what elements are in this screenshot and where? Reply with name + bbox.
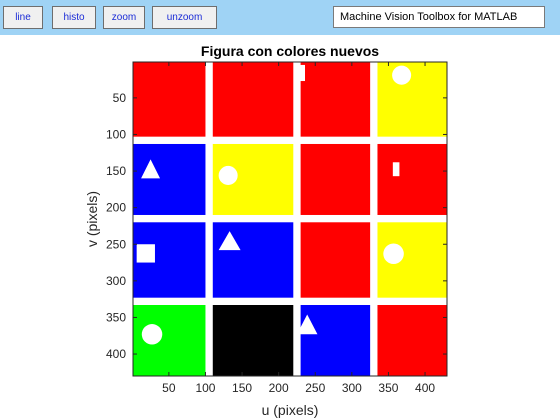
white-circle-8 <box>383 243 404 265</box>
toolbox-title-field: Machine Vision Toolbox for MATLAB <box>333 6 545 28</box>
white-triangle-7 <box>218 231 241 251</box>
x-tick-label: 100 <box>195 381 215 395</box>
x-tick-label: 400 <box>415 381 435 395</box>
y-tick-label: 400 <box>106 347 126 361</box>
image-cell-2 <box>212 62 294 137</box>
y-tick-label: 350 <box>106 310 126 324</box>
x-tick-label: 200 <box>269 381 289 395</box>
image-cell-13 <box>133 305 206 376</box>
white-rect-5 <box>392 162 400 177</box>
image-cell-7 <box>300 143 371 215</box>
x-tick-label: 350 <box>378 381 398 395</box>
unzoom-button[interactable]: unzoom <box>152 6 217 29</box>
x-axis: 50 100 150 200 250 300 350 400 <box>162 62 435 395</box>
white-triangle-3 <box>141 159 161 179</box>
y-tick-label: 100 <box>106 127 126 141</box>
y-tick-label: 300 <box>106 274 126 288</box>
x-tick-label: 50 <box>162 381 176 395</box>
figure-toolbar: line histo zoom unzoom Machine Vision To… <box>0 0 560 35</box>
x-tick-label: 250 <box>305 381 325 395</box>
x-tick-label: 150 <box>232 381 252 395</box>
white-rect-1 <box>296 64 306 82</box>
white-circle-4 <box>218 165 238 185</box>
zoom-button[interactable]: zoom <box>103 6 145 29</box>
image-cell-15 <box>300 305 371 376</box>
x-axis-label: u (pixels) <box>262 402 319 418</box>
line-button[interactable]: line <box>3 6 43 29</box>
white-circle-2 <box>392 65 412 85</box>
white-circle-10 <box>141 324 163 345</box>
y-tick-label: 150 <box>106 164 126 178</box>
image-cell-10 <box>212 222 294 298</box>
y-tick-label: 200 <box>106 201 126 215</box>
white-triangle-9 <box>296 314 318 335</box>
image-cell-11 <box>300 222 371 298</box>
image-cell-4 <box>377 62 447 137</box>
chart-title: Figura con colores nuevos <box>201 43 379 59</box>
image-cell-8 <box>377 143 447 215</box>
image-cell-1 <box>133 62 206 137</box>
white-rect-6 <box>136 244 155 263</box>
image-cell-16 <box>377 305 447 376</box>
image-cell-14 <box>212 305 294 376</box>
image-shapes <box>136 64 412 345</box>
y-axis: 50 100 150 200 250 300 350 400 <box>106 91 447 361</box>
image-cells <box>133 62 447 376</box>
x-tick-label: 300 <box>342 381 362 395</box>
histo-button[interactable]: histo <box>52 6 96 29</box>
y-tick-label: 50 <box>113 91 127 105</box>
y-tick-label: 250 <box>106 237 126 251</box>
axes-box <box>132 61 448 377</box>
image-cell-3 <box>300 62 371 137</box>
y-axis-label: v (pixels) <box>84 191 100 247</box>
image-cell-5 <box>133 143 206 215</box>
figure-canvas: Figura con colores nuevos 50 100 150 200 250… <box>84 43 448 418</box>
